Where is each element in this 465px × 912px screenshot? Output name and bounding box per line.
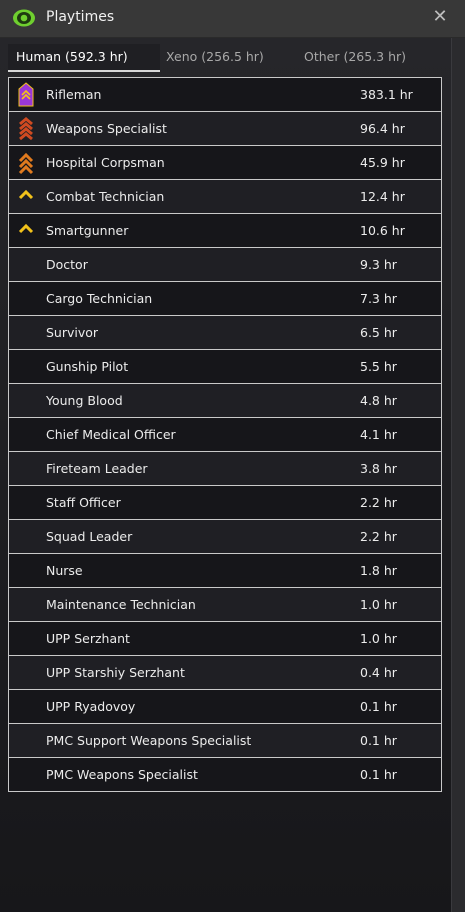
table-row: Nurse 1.8 hr bbox=[9, 554, 441, 588]
role-hours: 4.8 hr bbox=[360, 393, 397, 408]
role-name: Gunship Pilot bbox=[46, 359, 129, 374]
role-hours: 383.1 hr bbox=[360, 87, 413, 102]
role-name: Chief Medical Officer bbox=[46, 427, 176, 442]
role-name: Fireteam Leader bbox=[46, 461, 148, 476]
table-row: UPP Serzhant 1.0 hr bbox=[9, 622, 441, 656]
weapons-specialist-rank-icon bbox=[19, 117, 33, 141]
rifleman-rank-icon bbox=[18, 82, 34, 107]
role-name: Young Blood bbox=[46, 393, 123, 408]
role-name: UPP Ryadovoy bbox=[46, 699, 136, 714]
role-hours: 0.1 hr bbox=[360, 733, 397, 748]
role-name: Survivor bbox=[46, 325, 99, 340]
role-name: Staff Officer bbox=[46, 495, 121, 510]
role-hours: 1.0 hr bbox=[360, 597, 397, 612]
role-name: Squad Leader bbox=[46, 529, 133, 544]
table-row: Young Blood 4.8 hr bbox=[9, 384, 441, 418]
role-hours: 96.4 hr bbox=[360, 121, 405, 136]
table-row: Combat Technician 12.4 hr bbox=[9, 180, 441, 214]
role-hours: 4.1 hr bbox=[360, 427, 397, 442]
role-name: Rifleman bbox=[46, 87, 102, 102]
role-name: PMC Weapons Specialist bbox=[46, 767, 198, 782]
table-row: PMC Weapons Specialist 0.1 hr bbox=[9, 758, 441, 792]
role-hours: 2.2 hr bbox=[360, 495, 397, 510]
role-name: Smartgunner bbox=[46, 223, 129, 238]
table-row: Gunship Pilot 5.5 hr bbox=[9, 350, 441, 384]
role-hours: 0.1 hr bbox=[360, 767, 397, 782]
role-name: Hospital Corpsman bbox=[46, 155, 165, 170]
role-hours: 6.5 hr bbox=[360, 325, 397, 340]
table-row: Doctor 9.3 hr bbox=[9, 248, 441, 282]
role-name: Doctor bbox=[46, 257, 88, 272]
role-hours: 10.6 hr bbox=[360, 223, 405, 238]
table-row: Survivor 6.5 hr bbox=[9, 316, 441, 350]
title-bar[interactable]: Playtimes ✕ bbox=[0, 0, 465, 38]
table-row: Weapons Specialist 96.4 hr bbox=[9, 112, 441, 146]
table-row: Hospital Corpsman 45.9 hr bbox=[9, 146, 441, 180]
role-hours: 7.3 hr bbox=[360, 291, 397, 306]
table-row: UPP Ryadovoy 0.1 hr bbox=[9, 690, 441, 724]
role-name: Combat Technician bbox=[46, 189, 165, 204]
table-row: UPP Starshiy Serzhant 0.4 hr bbox=[9, 656, 441, 690]
role-name: Cargo Technician bbox=[46, 291, 153, 306]
role-name: UPP Starshiy Serzhant bbox=[46, 665, 185, 680]
tab-other[interactable]: Other (265.3 hr) bbox=[304, 49, 407, 64]
role-hours: 2.2 hr bbox=[360, 529, 397, 544]
eye-icon bbox=[13, 9, 35, 27]
role-hours: 9.3 hr bbox=[360, 257, 397, 272]
role-hours: 1.0 hr bbox=[360, 631, 397, 646]
tab-xeno[interactable]: Xeno (256.5 hr) bbox=[166, 49, 264, 64]
close-button[interactable]: ✕ bbox=[432, 6, 448, 27]
hospital-corpsman-rank-icon bbox=[18, 152, 34, 175]
playtime-table: Rifleman 383.1 hr Weapons Specialist 96.4 h… bbox=[8, 77, 442, 792]
role-name: PMC Support Weapons Specialist bbox=[46, 733, 252, 748]
role-name: Nurse bbox=[46, 563, 83, 578]
role-name: Weapons Specialist bbox=[46, 121, 167, 136]
role-name: Maintenance Technician bbox=[46, 597, 196, 612]
table-row: Maintenance Technician 1.0 hr bbox=[9, 588, 441, 622]
role-hours: 1.8 hr bbox=[360, 563, 397, 578]
window-title: Playtimes bbox=[46, 9, 115, 25]
role-hours: 0.4 hr bbox=[360, 665, 397, 680]
table-row: Squad Leader 2.2 hr bbox=[9, 520, 441, 554]
category-tabs: Human (592.3 hr) Xeno (256.5 hr) Other (… bbox=[8, 44, 444, 72]
scrollbar[interactable] bbox=[451, 38, 465, 912]
table-row: Rifleman 383.1 hr bbox=[9, 78, 441, 112]
tab-human[interactable]: Human (592.3 hr) bbox=[8, 44, 160, 72]
table-row: Cargo Technician 7.3 hr bbox=[9, 282, 441, 316]
combat-technician-rank-icon bbox=[18, 189, 34, 200]
table-row: Fireteam Leader 3.8 hr bbox=[9, 452, 441, 486]
role-hours: 3.8 hr bbox=[360, 461, 397, 476]
role-hours: 45.9 hr bbox=[360, 155, 405, 170]
table-row: Smartgunner 10.6 hr bbox=[9, 214, 441, 248]
role-hours: 12.4 hr bbox=[360, 189, 405, 204]
smartgunner-rank-icon bbox=[18, 223, 34, 234]
table-row: Chief Medical Officer 4.1 hr bbox=[9, 418, 441, 452]
role-name: UPP Serzhant bbox=[46, 631, 130, 646]
playtimes-panel: Human (592.3 hr) Xeno (256.5 hr) Other (… bbox=[0, 38, 451, 912]
table-row: PMC Support Weapons Specialist 0.1 hr bbox=[9, 724, 441, 758]
table-row: Staff Officer 2.2 hr bbox=[9, 486, 441, 520]
role-hours: 0.1 hr bbox=[360, 699, 397, 714]
role-hours: 5.5 hr bbox=[360, 359, 397, 374]
